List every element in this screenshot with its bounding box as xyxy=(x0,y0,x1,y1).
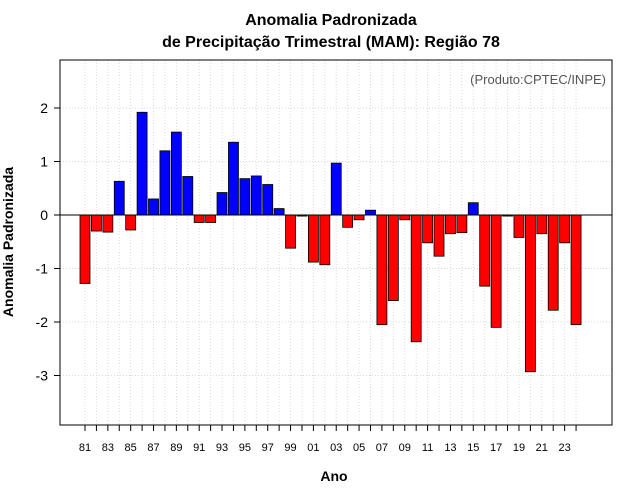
bar-17 xyxy=(490,214,502,328)
x-tick-label: 05 xyxy=(353,442,365,454)
y-tick-label: -3 xyxy=(36,368,49,384)
bar-15 xyxy=(467,202,479,216)
bar-07 xyxy=(376,214,388,326)
grid-lines xyxy=(60,60,612,425)
bar-14 xyxy=(456,214,468,234)
x-tick-label: 03 xyxy=(330,442,342,454)
x-tick-label: 15 xyxy=(467,442,479,454)
bar-10 xyxy=(410,214,422,343)
bar-22 xyxy=(547,214,559,311)
x-tick-label: 89 xyxy=(170,442,182,454)
x-tick-label: 23 xyxy=(559,442,571,454)
y-axis: -3 -2 -1 0 1 2 xyxy=(36,100,60,384)
x-tick-label: 97 xyxy=(262,442,274,454)
bar-20 xyxy=(524,214,536,373)
x-axis: 81 83 85 87 89 91 93 95 97 99 01 03 05 07 09 11 13 15 17 19… xyxy=(79,425,577,454)
bar-21 xyxy=(536,214,548,235)
bar-84 xyxy=(113,180,125,216)
bar-09 xyxy=(399,214,411,221)
bar-11 xyxy=(422,214,434,244)
bar-92 xyxy=(205,214,217,223)
bar-01 xyxy=(307,214,319,263)
bar-19 xyxy=(513,214,525,238)
bar-97 xyxy=(262,184,274,216)
x-tick-label: 19 xyxy=(513,442,525,454)
bar-90 xyxy=(182,176,194,216)
x-tick-label: 01 xyxy=(307,442,319,454)
x-tick-label: 21 xyxy=(536,442,548,454)
x-tick-label: 95 xyxy=(239,442,251,454)
x-axis-title: Ano xyxy=(320,468,347,484)
chart-subtitle: de Precipitação Trimestral (MAM): Região… xyxy=(162,34,500,51)
y-tick-label: -1 xyxy=(36,261,49,277)
bar-82 xyxy=(91,214,102,232)
x-tick-label: 99 xyxy=(284,442,296,454)
bar-94 xyxy=(228,141,239,216)
bar-16 xyxy=(479,214,491,287)
bar-04 xyxy=(342,214,354,228)
chart-title: Anomalia Padronizada xyxy=(245,12,417,29)
y-tick-label: 1 xyxy=(40,154,48,170)
bar-87 xyxy=(148,198,159,216)
bar-98 xyxy=(273,208,285,216)
bar-13 xyxy=(445,214,456,235)
bar-88 xyxy=(159,150,171,216)
x-tick-label: 11 xyxy=(422,442,433,454)
x-tick-label: 93 xyxy=(216,442,228,454)
bar-86 xyxy=(136,111,148,216)
bars xyxy=(79,111,582,373)
bar-93 xyxy=(216,192,228,216)
bar-96 xyxy=(250,175,262,216)
bar-24 xyxy=(570,214,582,326)
y-axis-title: Anomalia Padronizada xyxy=(0,167,16,317)
y-tick-label: 0 xyxy=(40,207,48,223)
bar-12 xyxy=(433,214,445,257)
y-tick-label: -2 xyxy=(36,314,49,330)
y-tick-label: 2 xyxy=(40,100,48,116)
bar-95 xyxy=(239,178,251,216)
bar-85 xyxy=(125,214,137,231)
x-tick-label: 09 xyxy=(399,442,411,454)
bar-06 xyxy=(365,209,376,216)
x-tick-label: 91 xyxy=(193,442,205,454)
x-tick-label: 81 xyxy=(79,442,91,454)
bar-83 xyxy=(102,214,114,233)
bar-08 xyxy=(387,214,399,301)
bar-02 xyxy=(319,214,331,266)
bar-81 xyxy=(79,214,91,284)
x-tick-label: 87 xyxy=(147,442,159,454)
x-tick-label: 13 xyxy=(444,442,456,454)
x-tick-label: 07 xyxy=(376,442,388,454)
x-tick-label: 83 xyxy=(102,442,114,454)
bar-23 xyxy=(559,214,571,244)
bar-99 xyxy=(285,214,296,249)
bar-05 xyxy=(353,214,365,221)
source-annotation: (Produto:CPTEC/INPE) xyxy=(470,72,606,87)
bar-89 xyxy=(170,131,182,216)
bar-91 xyxy=(193,214,205,223)
bar-03 xyxy=(330,162,342,216)
x-tick-label: 17 xyxy=(490,442,502,454)
x-tick-label: 85 xyxy=(125,442,137,454)
